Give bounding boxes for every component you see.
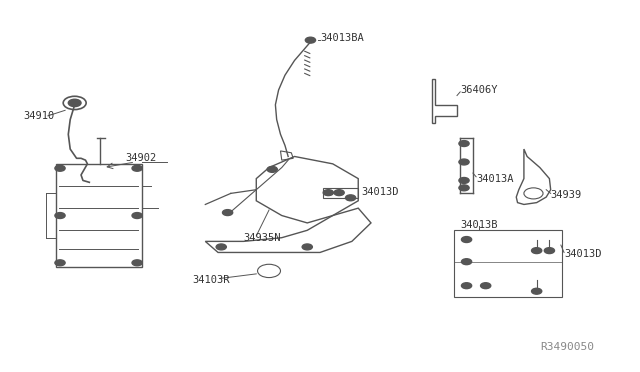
Circle shape: [302, 244, 312, 250]
Circle shape: [334, 190, 344, 196]
Circle shape: [55, 212, 65, 218]
Circle shape: [132, 165, 142, 171]
Text: 34013D: 34013D: [564, 249, 602, 259]
Circle shape: [267, 166, 277, 172]
Text: R3490050: R3490050: [540, 342, 594, 352]
Text: 34013B: 34013B: [460, 220, 498, 230]
Circle shape: [223, 210, 233, 215]
Text: 34935N: 34935N: [244, 233, 281, 243]
Circle shape: [481, 283, 491, 289]
Text: 34910: 34910: [24, 111, 55, 121]
Text: 34902: 34902: [125, 153, 157, 163]
Circle shape: [459, 185, 469, 191]
Circle shape: [132, 212, 142, 218]
Circle shape: [459, 177, 469, 183]
Circle shape: [68, 99, 81, 107]
Text: 36406Y: 36406Y: [460, 85, 498, 95]
Circle shape: [346, 195, 356, 201]
Circle shape: [216, 244, 227, 250]
Circle shape: [323, 190, 333, 196]
Text: 34939: 34939: [550, 190, 582, 200]
Circle shape: [459, 159, 469, 165]
Circle shape: [459, 141, 469, 147]
Circle shape: [55, 165, 65, 171]
Circle shape: [544, 248, 554, 254]
Circle shape: [55, 260, 65, 266]
Circle shape: [461, 283, 472, 289]
Text: 34013A: 34013A: [476, 174, 514, 184]
Circle shape: [461, 237, 472, 243]
Text: 34103R: 34103R: [193, 275, 230, 285]
Circle shape: [305, 37, 316, 43]
Circle shape: [132, 260, 142, 266]
Circle shape: [532, 288, 541, 294]
Circle shape: [461, 259, 472, 264]
Text: 34013BA: 34013BA: [320, 33, 364, 43]
Circle shape: [532, 248, 541, 254]
Text: 34013D: 34013D: [362, 186, 399, 196]
